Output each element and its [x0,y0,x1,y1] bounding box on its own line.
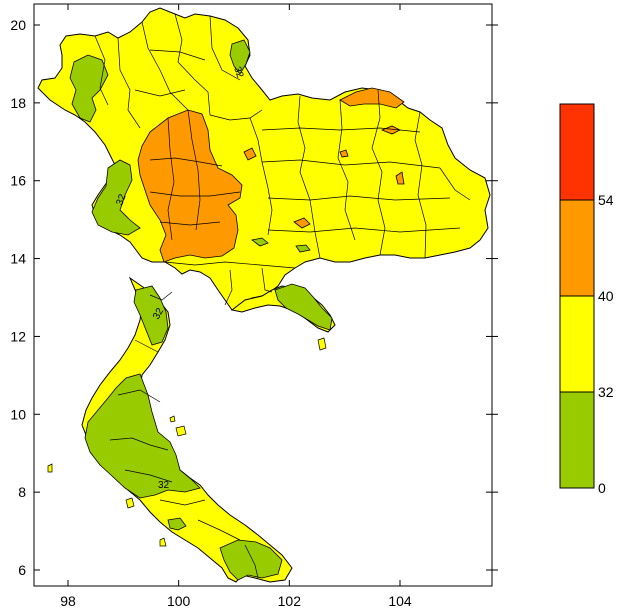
legend: 54 40 32 0 [559,103,614,496]
legend-band-red [559,103,595,201]
x-tick-label: 104 [388,593,412,609]
province-borders [94,13,471,579]
border-line [141,21,189,111]
border-line [149,191,241,197]
contour-label: 32 [231,65,245,80]
border-line [261,267,273,293]
border-line [197,519,241,541]
border-line [261,159,441,169]
island [125,497,135,509]
island [317,337,327,351]
island [47,463,53,473]
border-line [244,544,259,579]
zone-40-to-54 [137,87,405,263]
orange-region-central [137,109,243,263]
green-region-deep-south [219,539,283,581]
x-tick-label: 102 [278,593,302,609]
x-tick-label: 100 [167,593,191,609]
green-region-west-mid [133,285,169,346]
x-tick-label: 98 [60,593,76,609]
border-line [134,339,159,353]
green-region-northwest [69,54,109,123]
islands [47,337,327,547]
border-line [149,291,173,301]
legend-label-32: 32 [598,384,614,400]
border-line [124,469,173,483]
border-line [164,261,296,269]
green-region-north-tip [229,39,251,75]
legend-label-40: 40 [598,288,614,304]
orange-region-northeast [339,87,405,109]
orange-blob-2 [243,147,257,161]
border-line [267,195,451,201]
contour-label: 32 [151,306,166,322]
border-line [249,117,273,236]
legend-label-54: 54 [598,192,614,208]
orange-blob-4 [395,171,405,185]
border-line [159,499,206,506]
legend-band-orange [559,199,595,297]
border-line [439,167,471,201]
contour-label: 32 [114,192,128,207]
y-tick-label: 8 [18,484,26,500]
border-line [149,49,206,61]
y-tick-label: 6 [18,562,26,578]
border-line [94,35,109,106]
border-line [337,99,356,241]
border-line [149,157,223,167]
border-line [117,37,141,129]
border-line [209,109,263,121]
green-region-south-west [84,373,201,499]
green-region-northeast-small [295,244,311,253]
green-region-south-small [167,517,187,531]
orange-blob-5 [293,217,311,229]
border-line [224,269,233,306]
y-tick-label: 10 [10,406,26,422]
y-tick-label: 20 [10,17,26,33]
green-region-central-small [251,237,269,247]
y-tick-label: 12 [10,328,26,344]
border-line [297,95,321,259]
border-line [267,227,461,233]
y-tick-label: 16 [10,173,26,189]
island [175,425,187,437]
island [169,415,176,423]
border-line [261,127,421,133]
y-axis: 6 8 10 12 14 16 18 20 [10,17,498,578]
border-line [187,109,201,231]
x-axis: 98 100 102 104 [60,4,412,609]
border-line [371,89,386,256]
legend-band-yellow [559,295,595,393]
island [159,537,167,547]
legend-label-0: 0 [598,480,606,496]
legend-band-green [559,391,595,489]
zone-below-32 [69,39,333,581]
border-line [134,89,186,97]
border-line [167,117,175,241]
contour-label: 32 [158,480,170,491]
border-line [159,221,221,226]
border-line [174,13,211,116]
y-tick-label: 18 [10,95,26,111]
border-line [109,437,169,451]
y-tick-label: 14 [10,251,26,267]
orange-blob-3 [339,149,349,158]
green-region-west-border [91,159,141,236]
contour-labels: 32 32 32 32 [114,65,245,491]
border-line [209,15,241,81]
green-region-east-coast [274,283,333,331]
border-line [117,389,161,403]
